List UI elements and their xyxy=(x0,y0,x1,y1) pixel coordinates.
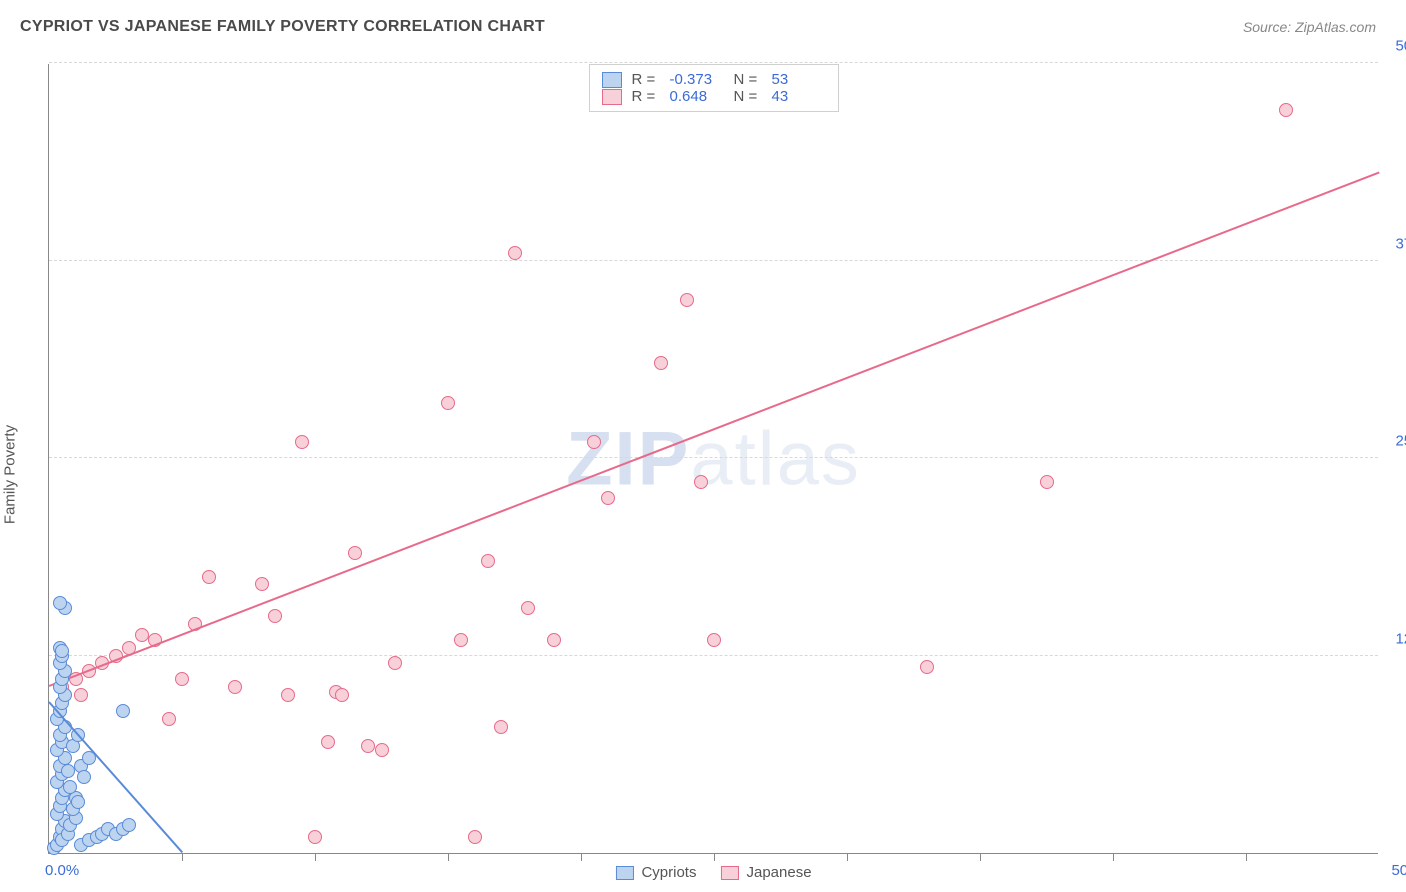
x-tick xyxy=(182,853,183,861)
data-point xyxy=(63,780,77,794)
data-point xyxy=(508,246,522,260)
data-point xyxy=(74,688,88,702)
gridline-h xyxy=(49,655,1378,656)
y-tick-label: 12.5% xyxy=(1395,630,1406,647)
data-point xyxy=(268,609,282,623)
legend-r-value: -0.373 xyxy=(670,71,724,88)
data-point xyxy=(348,546,362,560)
data-point xyxy=(481,554,495,568)
plot-area: ZIPatlas R =-0.373N =53R =0.648N =43 Cyp… xyxy=(48,64,1378,854)
data-point xyxy=(55,644,69,658)
data-point xyxy=(654,356,668,370)
data-point xyxy=(53,596,67,610)
x-tick xyxy=(714,853,715,861)
legend-n-value: 43 xyxy=(772,88,826,105)
data-point xyxy=(135,628,149,642)
gridline-h xyxy=(49,62,1378,63)
data-point xyxy=(920,660,934,674)
data-point xyxy=(1040,475,1054,489)
legend-swatch xyxy=(602,89,622,105)
data-point xyxy=(601,491,615,505)
legend-row: R = 0.648 N = 43 xyxy=(602,88,826,105)
data-point xyxy=(281,688,295,702)
legend-swatch xyxy=(615,866,633,880)
legend-r-value: 0.648 xyxy=(670,88,724,105)
data-point xyxy=(335,688,349,702)
gridline-h xyxy=(49,457,1378,458)
x-tick xyxy=(448,853,449,861)
series-legend: Cypriots Japanese xyxy=(615,864,811,881)
x-tick xyxy=(847,853,848,861)
data-point xyxy=(321,735,335,749)
x-tick xyxy=(980,853,981,861)
data-point xyxy=(202,570,216,584)
data-point xyxy=(361,739,375,753)
data-point xyxy=(441,396,455,410)
data-point xyxy=(77,770,91,784)
x-tick xyxy=(1246,853,1247,861)
legend-r-label: R = xyxy=(632,88,660,105)
legend-row: R = -0.373 N = 53 xyxy=(602,71,826,88)
gridline-h xyxy=(49,260,1378,261)
data-point xyxy=(388,656,402,670)
data-point xyxy=(228,680,242,694)
chart-container: Family Poverty ZIPatlas R =-0.373N =53R … xyxy=(0,46,1406,886)
legend-item: Japanese xyxy=(720,864,811,881)
data-point xyxy=(521,601,535,615)
legend-n-label: N = xyxy=(734,88,762,105)
legend-swatch xyxy=(720,866,738,880)
x-tick xyxy=(315,853,316,861)
data-point xyxy=(122,818,136,832)
data-point xyxy=(255,577,269,591)
x-origin-label: 0.0% xyxy=(45,862,79,879)
x-max-label: 50.0% xyxy=(1391,862,1406,879)
data-point xyxy=(547,633,561,647)
legend-n-label: N = xyxy=(734,71,762,88)
data-point xyxy=(375,743,389,757)
y-axis-label: Family Poverty xyxy=(2,425,19,524)
x-tick xyxy=(581,853,582,861)
x-tick xyxy=(1113,853,1114,861)
source-attribution: Source: ZipAtlas.com xyxy=(1243,19,1376,35)
data-point xyxy=(454,633,468,647)
data-point xyxy=(295,435,309,449)
data-point xyxy=(116,704,130,718)
data-point xyxy=(494,720,508,734)
y-tick-label: 50.0% xyxy=(1395,38,1406,55)
data-point xyxy=(175,672,189,686)
data-point xyxy=(61,764,75,778)
data-point xyxy=(694,475,708,489)
data-point xyxy=(468,830,482,844)
legend-label: Japanese xyxy=(746,864,811,881)
data-point xyxy=(308,830,322,844)
trend-line xyxy=(49,172,1380,687)
legend-n-value: 53 xyxy=(772,71,826,88)
chart-title: CYPRIOT VS JAPANESE FAMILY POVERTY CORRE… xyxy=(20,18,545,36)
legend-swatch xyxy=(602,72,622,88)
legend-label: Cypriots xyxy=(641,864,696,881)
correlation-legend: R = -0.373 N = 53 R = 0.648 N = 43 xyxy=(589,64,839,112)
data-point xyxy=(71,795,85,809)
data-point xyxy=(587,435,601,449)
data-point xyxy=(1279,103,1293,117)
data-point xyxy=(162,712,176,726)
y-tick-label: 37.5% xyxy=(1395,235,1406,252)
legend-item: Cypriots xyxy=(615,864,696,881)
y-tick-label: 25.0% xyxy=(1395,433,1406,450)
data-point xyxy=(707,633,721,647)
legend-r-label: R = xyxy=(632,71,660,88)
data-point xyxy=(680,293,694,307)
